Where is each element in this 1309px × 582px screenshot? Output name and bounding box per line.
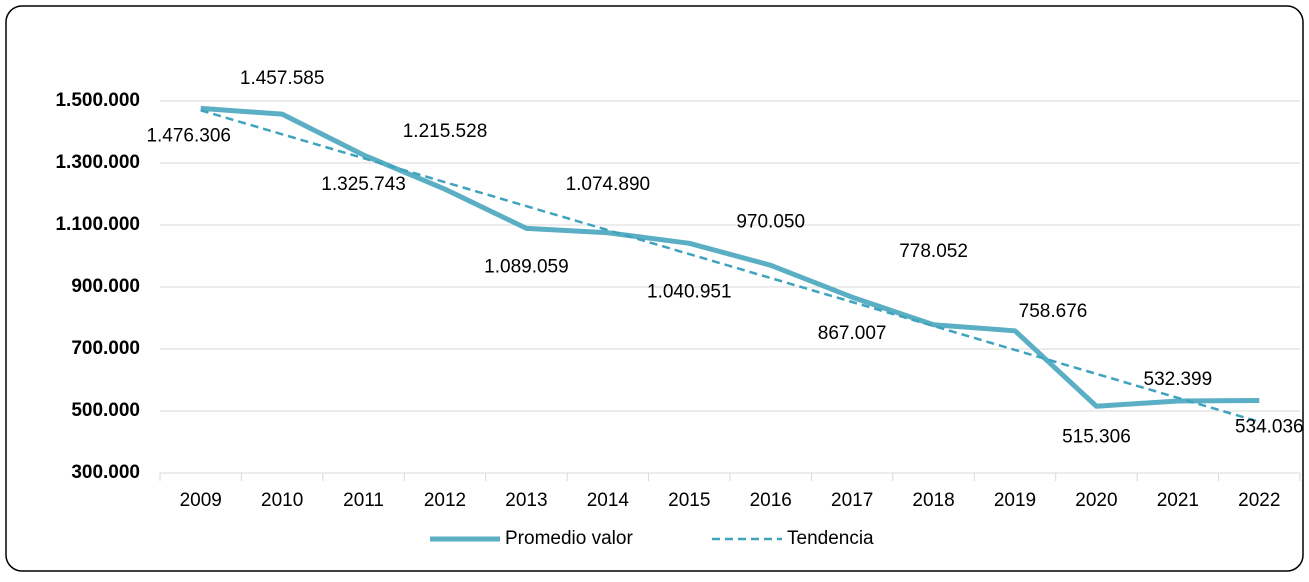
data-label: 532.399 — [1144, 369, 1213, 390]
x-tick-label: 2012 — [424, 490, 466, 511]
x-tick-label: 2009 — [180, 490, 222, 511]
data-label: 1.457.585 — [240, 68, 325, 89]
data-label: 1.074.890 — [566, 174, 651, 195]
data-line — [200, 105, 1260, 409]
data-label: 970.050 — [736, 211, 805, 232]
x-tick-label: 2019 — [994, 490, 1036, 511]
legend-label: Promedio valor — [505, 528, 633, 549]
data-label: 758.676 — [1019, 301, 1088, 322]
x-tick-label: 2020 — [1075, 490, 1117, 511]
y-tick-label: 700.000 — [71, 338, 140, 359]
x-tick-label: 2021 — [1157, 490, 1199, 511]
x-tick-label: 2017 — [831, 490, 873, 511]
y-tick-label: 900.000 — [71, 276, 140, 297]
y-tick-label: 500.000 — [71, 400, 140, 421]
x-tick-label: 2018 — [912, 490, 954, 511]
data-label: 534.036 — [1235, 416, 1304, 437]
y-tick-label: 1.500.000 — [55, 90, 140, 111]
data-label: 778.052 — [899, 241, 968, 262]
x-tick-label: 2022 — [1238, 490, 1280, 511]
x-tick-label: 2016 — [750, 490, 792, 511]
data-label: 1.325.743 — [321, 174, 406, 195]
x-tick-label: 2013 — [505, 490, 547, 511]
data-label: 1.040.951 — [647, 281, 732, 302]
x-tick-label: 2015 — [668, 490, 710, 511]
x-tick-label: 2014 — [587, 490, 630, 511]
y-tick-label: 1.100.000 — [55, 214, 140, 235]
data-label: 1.089.059 — [484, 256, 569, 277]
data-label: 1.215.528 — [403, 121, 488, 142]
trend-line — [200, 109, 1260, 424]
y-tick-label: 300.000 — [71, 462, 140, 483]
data-label: 1.476.306 — [146, 125, 231, 146]
data-label: 515.306 — [1062, 426, 1131, 447]
legend-label: Tendencia — [787, 528, 874, 549]
data-label: 867.007 — [818, 323, 887, 344]
x-tick-label: 2011 — [343, 490, 384, 511]
x-tick-label: 2010 — [261, 490, 303, 511]
y-tick-label: 1.300.000 — [55, 152, 140, 173]
